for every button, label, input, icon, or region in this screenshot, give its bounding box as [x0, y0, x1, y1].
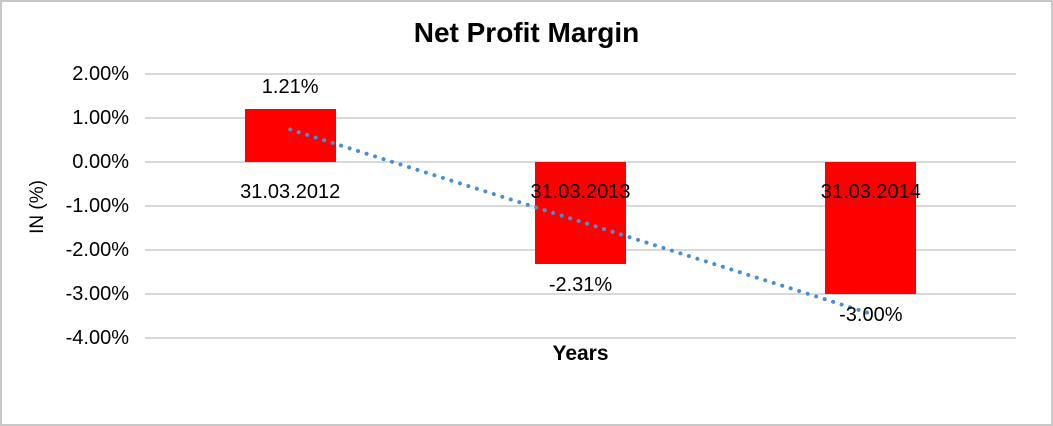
- bar-31.03.2012: [244, 108, 336, 162]
- y-tick-label: -4.00%: [65, 327, 129, 349]
- bar-31.03.2014: [825, 162, 917, 294]
- category-label: 31.03.2014: [820, 181, 921, 203]
- trendline-path: [288, 127, 873, 316]
- gridline: [145, 337, 1016, 339]
- y-tick-label: -2.00%: [65, 239, 129, 261]
- y-tick-label: -1.00%: [65, 195, 129, 217]
- category-label: 31.03.2012: [240, 181, 341, 203]
- gridline: [145, 117, 1016, 119]
- x-axis-title: Years: [552, 342, 609, 365]
- value-label: 1.21%: [261, 75, 319, 98]
- category-label: 31.03.2013: [530, 181, 631, 203]
- y-tick-label: 1.00%: [72, 107, 129, 129]
- value-label: -3.00%: [839, 304, 903, 326]
- y-tick-label: -3.00%: [65, 283, 129, 305]
- gridline: [145, 293, 1016, 295]
- y-tick-label: 2.00%: [72, 63, 129, 85]
- plot-area: 31.03.2012 1.21% 31.03.2013 -2.31% 31.03.201…: [145, 73, 1016, 339]
- gridline: [145, 73, 1016, 75]
- bar-31.03.2013: [535, 162, 626, 264]
- chart-title: Net Profit Margin: [413, 17, 640, 48]
- y-tick-label: 0.00%: [72, 151, 129, 173]
- trendline: [288, 127, 873, 316]
- value-label: -2.31%: [548, 273, 613, 296]
